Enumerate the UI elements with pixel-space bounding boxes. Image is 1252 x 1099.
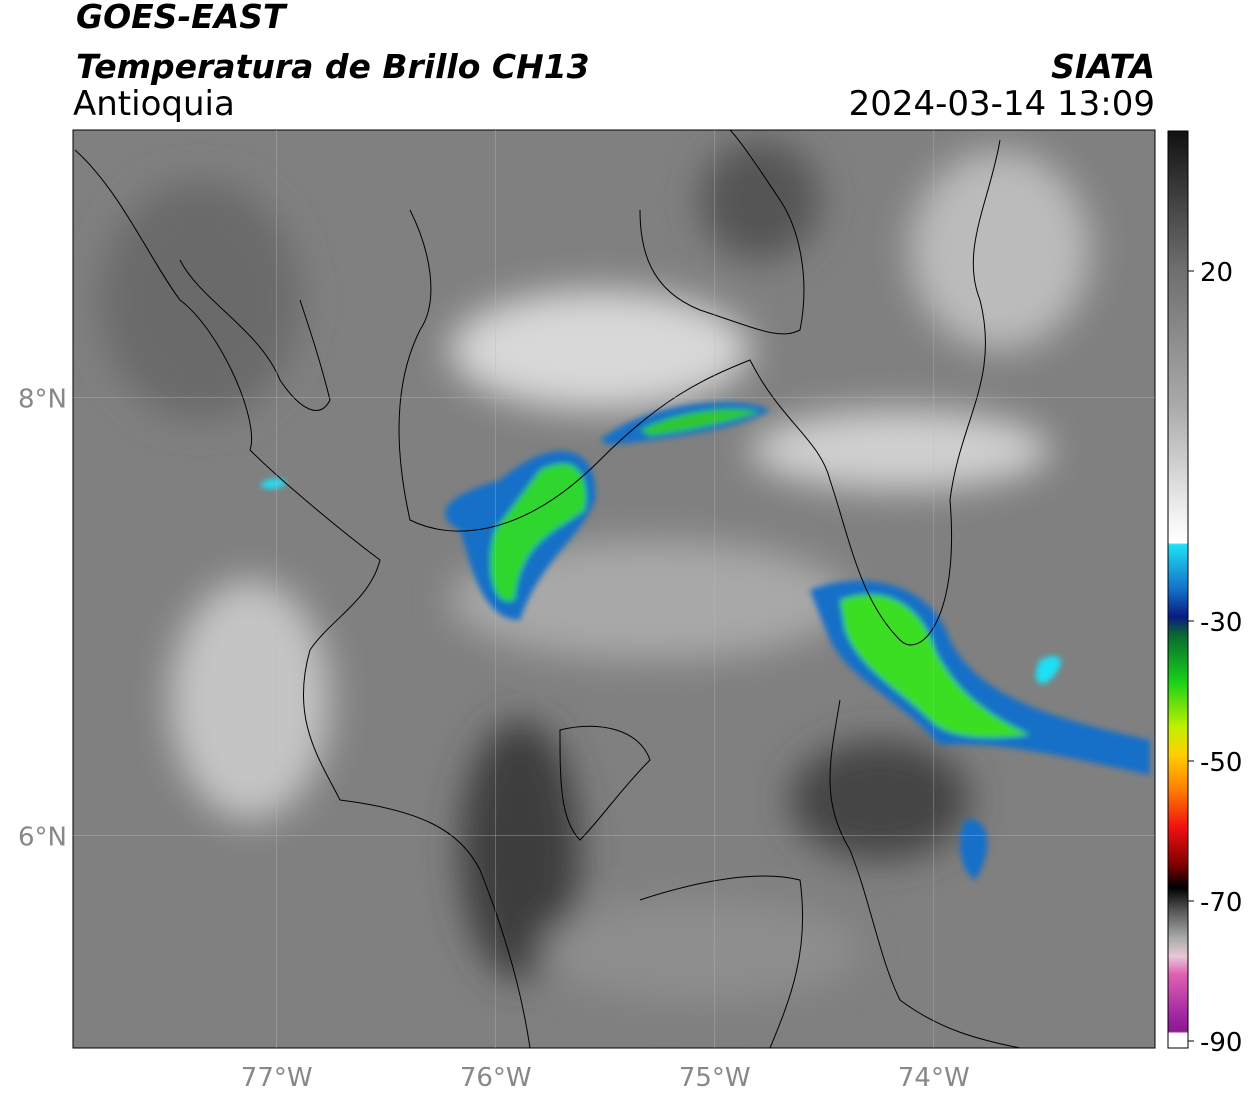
map-frame <box>72 129 1156 1049</box>
colorbar-tick-label: -30 <box>1200 608 1242 638</box>
title: GOES-EAST <box>76 0 288 36</box>
colorbar <box>1167 130 1189 1049</box>
colorbar-tick-label: -90 <box>1200 1028 1242 1058</box>
x-tick-label: 77°W <box>241 1063 313 1093</box>
region: Antioquia <box>73 84 235 124</box>
source: SIATA <box>1051 47 1155 86</box>
colorbar-tick-label: -70 <box>1200 888 1242 918</box>
colorbar-tick-label: 20 <box>1200 258 1233 288</box>
x-tick-label: 74°W <box>898 1063 970 1093</box>
x-tick-label: 76°W <box>460 1063 532 1093</box>
subtitle: Temperatura de Brillo CH13 <box>76 47 590 86</box>
axes-layer: 77°W 76°W 75°W 74°W 8°N 6°N 20 -30 -50 -70 -90 <box>18 130 1242 1093</box>
datetime: 2024-03-14 13:09 <box>849 84 1155 124</box>
y-tick-label: 6°N <box>18 822 67 852</box>
y-tick-label: 8°N <box>18 384 67 414</box>
colorbar-tick-label: -50 <box>1200 748 1242 778</box>
x-tick-label: 75°W <box>679 1063 751 1093</box>
satellite-image <box>73 130 1155 1048</box>
